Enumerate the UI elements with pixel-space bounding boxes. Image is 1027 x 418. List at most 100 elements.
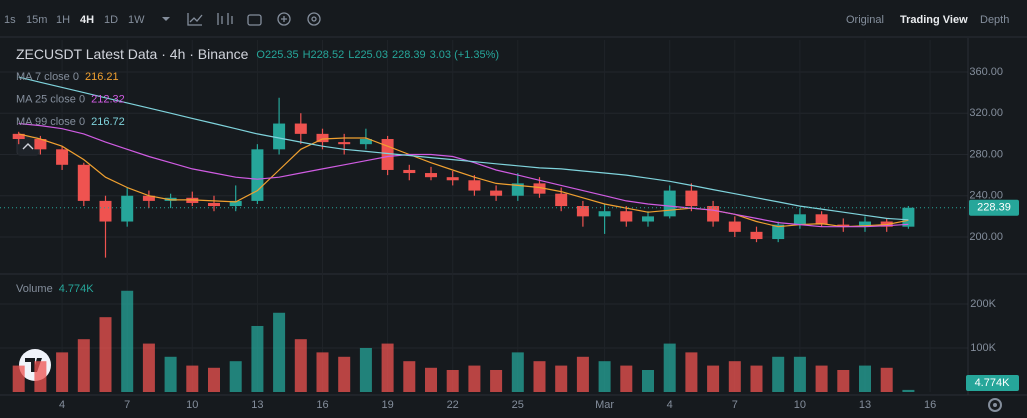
candle-body xyxy=(663,190,676,217)
indicator-icon[interactable] xyxy=(187,13,203,26)
interval-button[interactable]: 4H xyxy=(80,14,94,26)
screenshot-icon[interactable] xyxy=(247,14,262,26)
candle-body xyxy=(359,139,372,145)
chart-type-icon[interactable] xyxy=(217,13,233,25)
v-tick-label: 200K xyxy=(970,298,996,310)
x-tick-label: 10 xyxy=(186,399,198,411)
candle-body xyxy=(511,183,524,196)
ma-legend: MA 99 close 0 216.72 xyxy=(16,116,125,128)
volume-bar xyxy=(576,356,589,392)
x-tick-label: 7 xyxy=(732,399,738,411)
toolbar-icons xyxy=(162,12,321,26)
candle-body xyxy=(425,173,437,178)
volume-bar xyxy=(859,365,871,392)
settings-gear[interactable] xyxy=(988,398,1002,412)
volume-bar xyxy=(555,365,568,392)
volume-bar xyxy=(685,352,698,392)
settings-icon[interactable] xyxy=(307,12,321,26)
x-tick-label: 4 xyxy=(59,399,65,411)
x-tick-label: 10 xyxy=(794,399,806,411)
volume-bar xyxy=(446,369,459,392)
volume-bar xyxy=(707,365,720,392)
volume-legend-name: Volume xyxy=(16,283,53,295)
volume-bar xyxy=(425,367,437,392)
ma-legend-value: 212.32 xyxy=(91,93,125,105)
x-tick-label: 13 xyxy=(859,399,871,411)
candle-body xyxy=(728,221,741,232)
y-tick-label: 240.00 xyxy=(969,190,1003,202)
candle-body xyxy=(121,195,134,222)
candle-body xyxy=(837,224,850,227)
candle-body xyxy=(294,123,307,134)
view-button[interactable]: Depth xyxy=(980,14,1009,26)
ohlc-stat: O225.35 xyxy=(256,49,298,61)
candle-body xyxy=(793,214,806,225)
gear-ring[interactable] xyxy=(988,398,1002,412)
x-tick-label: 25 xyxy=(512,399,524,411)
x-tick-label: 13 xyxy=(251,399,263,411)
volume-legend: Volume 4.774K xyxy=(16,283,94,295)
candle-body xyxy=(273,123,286,150)
collapse-arrow xyxy=(22,143,34,150)
dropdown-icon[interactable] xyxy=(162,17,170,21)
volume-tag-label: 4.774K xyxy=(975,377,1011,389)
volume-legend-value: 4.774K xyxy=(59,283,95,295)
volume-bar xyxy=(880,367,893,392)
volume-bar xyxy=(294,339,307,392)
volume-bar xyxy=(468,365,481,392)
ohlc-stat: L225.03 xyxy=(348,49,388,61)
interval-button[interactable]: 1s xyxy=(4,14,16,26)
ohlc-stat: H228.52 xyxy=(303,49,345,61)
y-tick-label: 200.00 xyxy=(969,231,1003,243)
gear-center xyxy=(993,403,997,407)
candle-body xyxy=(772,224,785,240)
volume-bar xyxy=(815,365,828,392)
chart-header: ZECUSDT Latest Data · 4h · Binance O225.3… xyxy=(16,46,499,62)
volume-bar xyxy=(663,343,676,392)
y-tick-label: 280.00 xyxy=(969,148,1003,160)
candle-body xyxy=(99,200,112,222)
ma-legend-name: MA 7 close 0 xyxy=(16,71,79,83)
candle-body xyxy=(902,207,915,227)
volume-bar xyxy=(490,369,503,392)
candle-body xyxy=(707,206,720,222)
view-button[interactable]: Trading View xyxy=(900,14,968,26)
ma-legend-name: MA 99 close 0 xyxy=(16,116,85,128)
ma-line xyxy=(18,76,909,221)
volume-bar xyxy=(34,361,47,392)
volume-bar xyxy=(381,343,394,392)
interval-button[interactable]: 15m xyxy=(26,14,47,26)
candle-body xyxy=(208,202,220,207)
collapse-button[interactable] xyxy=(16,136,40,156)
candle-body xyxy=(77,164,90,201)
volume-bar xyxy=(142,343,155,392)
volume-bar xyxy=(403,361,416,392)
add-icon[interactable] xyxy=(277,12,291,26)
volume-bar xyxy=(251,325,264,392)
last-price-label: 228.39 xyxy=(977,202,1011,214)
volume-bar xyxy=(273,312,286,392)
interval-button[interactable]: 1D xyxy=(104,14,118,26)
ohlc-stat: 3.03 (+1.35%) xyxy=(430,49,499,61)
candle-body xyxy=(642,216,654,222)
volume-bar xyxy=(164,356,177,392)
volume-tag xyxy=(966,375,1019,391)
volume-bar xyxy=(208,367,220,392)
x-tick-label: 16 xyxy=(924,399,936,411)
x-tick-label: 7 xyxy=(124,399,130,411)
candle-body xyxy=(859,221,871,227)
candle-body xyxy=(338,142,351,145)
interval-button[interactable]: 1W xyxy=(128,14,145,26)
x-tick-label: 19 xyxy=(381,399,393,411)
volume-bar xyxy=(338,356,351,392)
candle-body xyxy=(403,169,416,174)
interval-button[interactable]: 1H xyxy=(56,14,70,26)
last-price-tag xyxy=(969,199,1019,216)
volume-bar xyxy=(229,361,242,392)
x-tick-label: 4 xyxy=(667,399,673,411)
volume-bar xyxy=(121,290,134,392)
settings-icon-dot xyxy=(311,16,317,22)
volume-bar xyxy=(359,347,372,392)
view-button[interactable]: Original xyxy=(846,14,884,26)
